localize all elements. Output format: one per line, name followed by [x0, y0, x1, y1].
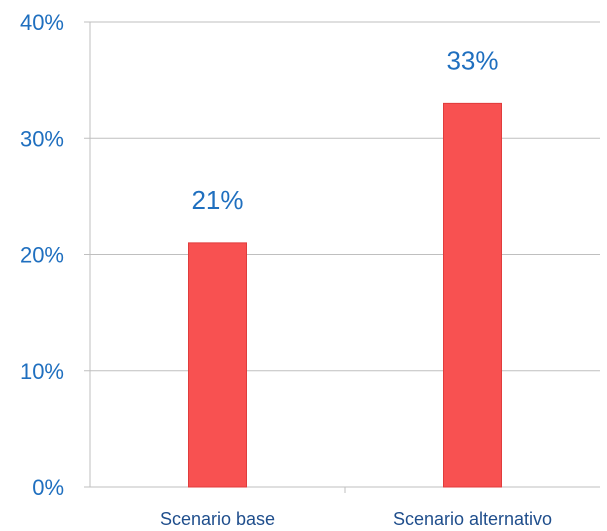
bar	[188, 242, 247, 488]
category-label: Scenario base	[160, 509, 275, 529]
axes	[89, 22, 600, 488]
y-tick-label: 40%	[20, 10, 64, 35]
bars	[188, 102, 502, 488]
data-label: 21%	[191, 185, 243, 215]
category-label: Scenario alternativo	[393, 509, 552, 529]
y-axis-tick-labels: 0% 10% 20% 30% 40%	[20, 10, 64, 500]
category-labels: Scenario base Scenario alternativo	[160, 509, 552, 529]
y-tick-label: 30%	[20, 126, 64, 151]
data-label: 33%	[446, 45, 498, 75]
bar	[443, 102, 502, 488]
y-tick-label: 0%	[32, 475, 64, 500]
y-tick-label: 10%	[20, 359, 64, 384]
data-labels: 21% 33%	[191, 45, 498, 215]
gridlines	[84, 21, 600, 493]
y-tick-label: 20%	[20, 243, 64, 268]
